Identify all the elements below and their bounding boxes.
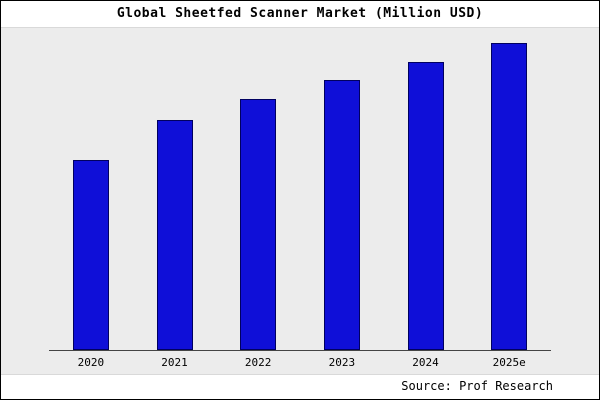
x-tick-2024: 2024 xyxy=(412,356,439,369)
bar-2025e xyxy=(491,43,528,350)
chart-title: Global Sheetfed Scanner Market (Million … xyxy=(1,1,599,27)
bar-2020 xyxy=(72,159,109,350)
bar-2021 xyxy=(156,120,193,350)
x-tick-2025e: 2025e xyxy=(492,356,526,369)
bar-2024 xyxy=(407,61,444,350)
bar-slot-2021 xyxy=(133,28,217,350)
bar-slot-2024 xyxy=(384,28,468,350)
plot-area xyxy=(49,28,551,351)
x-axis-labels: 2020 2021 2022 2023 2024 2025e xyxy=(49,351,551,369)
x-tick-2020: 2020 xyxy=(77,356,105,369)
x-tick-2023: 2023 xyxy=(328,356,356,369)
bar-slot-2022 xyxy=(216,28,300,350)
plot-panel: 2020 2021 2022 2023 2024 2025e xyxy=(1,27,599,375)
bar-slot-2023 xyxy=(300,28,384,350)
bar-2022 xyxy=(240,98,277,350)
x-tick-2021: 2021 xyxy=(161,356,188,369)
bar-slot-2020 xyxy=(49,28,133,350)
bar-2023 xyxy=(323,80,360,350)
x-tick-2022: 2022 xyxy=(244,356,272,369)
source-text: Source: Prof Research xyxy=(1,375,599,393)
bar-slot-2025e xyxy=(467,28,551,350)
